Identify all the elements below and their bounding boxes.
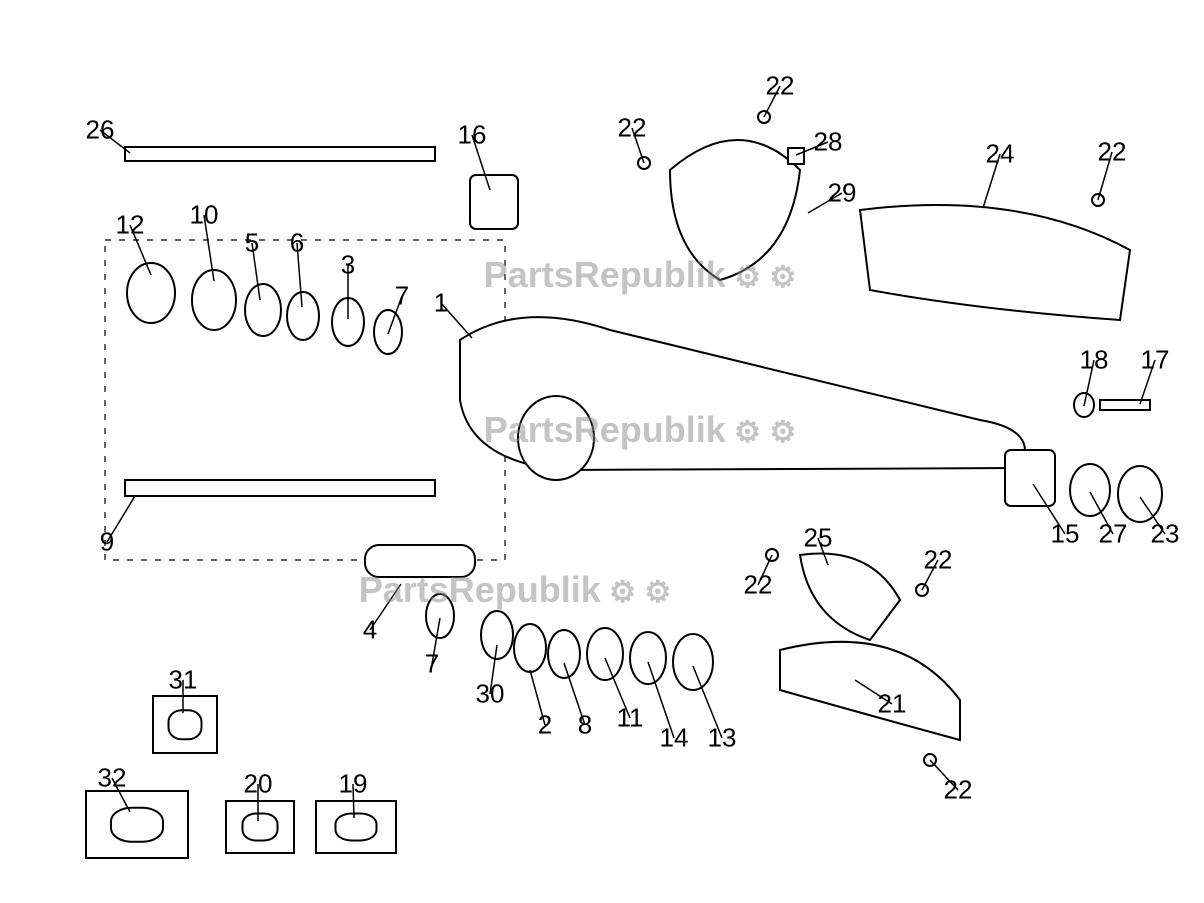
callout-6: 6 — [290, 228, 304, 259]
watermark: PartsRepublik ⚙ ⚙ — [359, 569, 672, 611]
callout-26: 26 — [86, 115, 115, 146]
boxed-part-31 — [152, 695, 218, 754]
callout-27: 27 — [1099, 519, 1128, 550]
callout-28: 28 — [814, 127, 843, 158]
callout-22f: 22 — [944, 775, 973, 806]
callout-17: 17 — [1141, 345, 1170, 376]
boxed-part-32 — [85, 790, 189, 859]
callout-20: 20 — [244, 769, 273, 800]
callout-21: 21 — [878, 689, 907, 720]
gear-icon: ⚙ ⚙ — [601, 576, 671, 609]
callout-9: 9 — [100, 527, 114, 558]
callout-14: 14 — [660, 723, 689, 754]
callout-16: 16 — [458, 120, 487, 151]
parts-layer — [0, 0, 1204, 903]
callout-5: 5 — [245, 228, 259, 259]
callout-1: 1 — [434, 288, 448, 319]
callout-11: 11 — [617, 703, 644, 734]
callout-3: 3 — [341, 250, 355, 281]
callout-12: 12 — [116, 210, 145, 241]
watermark: PartsRepublik ⚙ ⚙ — [484, 254, 797, 296]
callout-10: 10 — [190, 200, 219, 231]
gear-icon: ⚙ ⚙ — [726, 416, 796, 449]
region-layer — [0, 0, 1204, 903]
callout-32: 32 — [98, 763, 127, 794]
callout-22c: 22 — [1098, 137, 1127, 168]
gear-icon: ⚙ ⚙ — [726, 261, 796, 294]
callout-8: 8 — [578, 710, 592, 741]
callout-25: 25 — [804, 523, 833, 554]
callout-4: 4 — [363, 615, 377, 646]
callout-7a: 7 — [395, 281, 409, 312]
callout-23: 23 — [1151, 519, 1180, 550]
leader-lines — [0, 0, 1204, 903]
callout-29: 29 — [828, 178, 857, 209]
callout-7b: 7 — [425, 649, 439, 680]
callout-18: 18 — [1080, 345, 1109, 376]
boxed-part-19 — [315, 800, 397, 854]
callout-30: 30 — [476, 679, 505, 710]
callout-19: 19 — [339, 769, 368, 800]
callout-22d: 22 — [924, 545, 953, 576]
boxed-part-20 — [225, 800, 295, 854]
exploded-diagram: 1234567789101112131415161718192021222222… — [0, 0, 1204, 903]
callout-2: 2 — [538, 710, 552, 741]
callout-13: 13 — [708, 723, 737, 754]
callout-22e: 22 — [744, 570, 773, 601]
callout-24: 24 — [986, 139, 1015, 170]
callout-22b: 22 — [766, 71, 795, 102]
watermark: PartsRepublik ⚙ ⚙ — [484, 409, 797, 451]
callout-22a: 22 — [618, 113, 647, 144]
callout-15: 15 — [1051, 519, 1080, 550]
callout-31: 31 — [169, 665, 198, 696]
